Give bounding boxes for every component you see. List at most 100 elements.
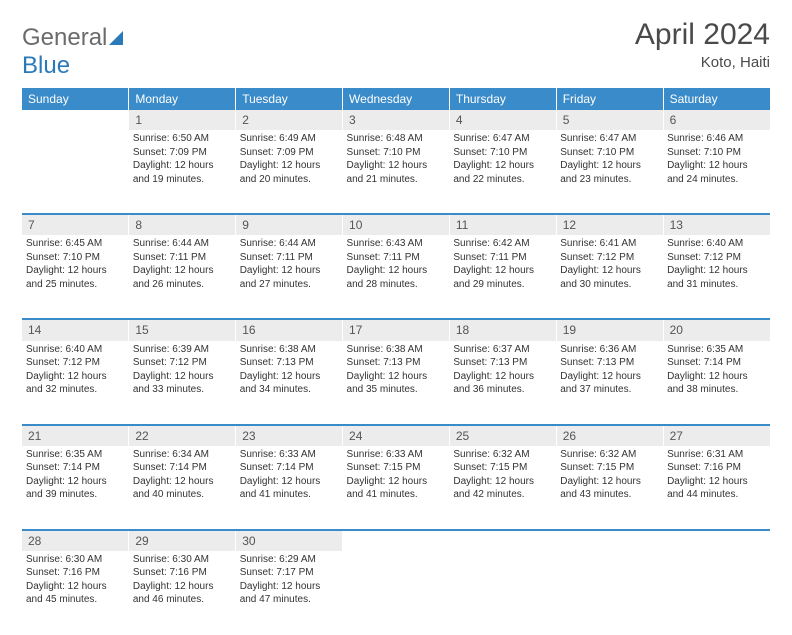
- day-day1: Daylight: 12 hours: [240, 475, 339, 489]
- day-sunrise: Sunrise: 6:33 AM: [347, 448, 446, 462]
- day-sunrise: Sunrise: 6:33 AM: [240, 448, 339, 462]
- day-day1: Daylight: 12 hours: [560, 370, 659, 384]
- weekday-header: Wednesday: [343, 88, 450, 110]
- weekday-header: Saturday: [663, 88, 770, 110]
- day-sunset: Sunset: 7:16 PM: [133, 566, 232, 580]
- day-sunset: Sunset: 7:16 PM: [667, 461, 766, 475]
- day-day1: Daylight: 12 hours: [133, 580, 232, 594]
- day-day2: and 41 minutes.: [240, 488, 339, 502]
- day-sunset: Sunset: 7:13 PM: [453, 356, 552, 370]
- day-cell: Sunrise: 6:31 AMSunset: 7:16 PMDaylight:…: [663, 446, 770, 530]
- title-block: April 2024 Koto, Haiti: [635, 18, 770, 71]
- day-number: [556, 530, 663, 551]
- daynum-row: 123456: [22, 110, 770, 130]
- day-number: 18: [449, 319, 556, 340]
- day-number: 30: [236, 530, 343, 551]
- day-sunset: Sunset: 7:14 PM: [26, 461, 125, 475]
- day-cell: Sunrise: 6:50 AMSunset: 7:09 PMDaylight:…: [129, 130, 236, 214]
- day-sunrise: Sunrise: 6:48 AM: [347, 132, 446, 146]
- day-number: [343, 530, 450, 551]
- day-day1: Daylight: 12 hours: [560, 264, 659, 278]
- weekday-header: Tuesday: [236, 88, 343, 110]
- header: GeneralBlue April 2024 Koto, Haiti: [22, 18, 770, 80]
- day-number: 9: [236, 214, 343, 235]
- day-day2: and 37 minutes.: [560, 383, 659, 397]
- day-day2: and 34 minutes.: [240, 383, 339, 397]
- day-day1: Daylight: 12 hours: [26, 264, 125, 278]
- logo: GeneralBlue: [22, 18, 127, 80]
- day-day1: Daylight: 12 hours: [667, 370, 766, 384]
- day-day2: and 44 minutes.: [667, 488, 766, 502]
- day-sunset: Sunset: 7:09 PM: [133, 146, 232, 160]
- day-day2: and 28 minutes.: [347, 278, 446, 292]
- daynum-row: 21222324252627: [22, 425, 770, 446]
- day-cell: Sunrise: 6:37 AMSunset: 7:13 PMDaylight:…: [449, 341, 556, 425]
- day-cell: Sunrise: 6:41 AMSunset: 7:12 PMDaylight:…: [556, 235, 663, 319]
- day-sunrise: Sunrise: 6:38 AM: [240, 343, 339, 357]
- day-cell: [449, 551, 556, 635]
- day-sunset: Sunset: 7:12 PM: [133, 356, 232, 370]
- day-cell: Sunrise: 6:47 AMSunset: 7:10 PMDaylight:…: [449, 130, 556, 214]
- day-sunset: Sunset: 7:15 PM: [347, 461, 446, 475]
- weekday-header-row: Sunday Monday Tuesday Wednesday Thursday…: [22, 88, 770, 110]
- day-sunrise: Sunrise: 6:37 AM: [453, 343, 552, 357]
- day-sunrise: Sunrise: 6:50 AM: [133, 132, 232, 146]
- day-cell: Sunrise: 6:30 AMSunset: 7:16 PMDaylight:…: [22, 551, 129, 635]
- page-title: April 2024: [635, 18, 770, 52]
- day-sunrise: Sunrise: 6:40 AM: [26, 343, 125, 357]
- week-row: Sunrise: 6:30 AMSunset: 7:16 PMDaylight:…: [22, 551, 770, 635]
- weekday-header: Friday: [556, 88, 663, 110]
- day-day2: and 36 minutes.: [453, 383, 552, 397]
- location-label: Koto, Haiti: [635, 54, 770, 71]
- day-day2: and 41 minutes.: [347, 488, 446, 502]
- day-number: 11: [449, 214, 556, 235]
- day-cell: Sunrise: 6:45 AMSunset: 7:10 PMDaylight:…: [22, 235, 129, 319]
- week-row: Sunrise: 6:45 AMSunset: 7:10 PMDaylight:…: [22, 235, 770, 319]
- week-row: Sunrise: 6:50 AMSunset: 7:09 PM Daylight:…: [22, 130, 770, 214]
- day-day2: and 47 minutes.: [240, 593, 339, 607]
- day-number: 4: [449, 110, 556, 130]
- day-sunrise: Sunrise: 6:47 AM: [560, 132, 659, 146]
- day-sunset: Sunset: 7:14 PM: [240, 461, 339, 475]
- day-cell: Sunrise: 6:46 AMSunset: 7:10 PMDaylight:…: [663, 130, 770, 214]
- day-day2: and 22 minutes.: [453, 173, 552, 187]
- day-sunrise: Sunrise: 6:34 AM: [133, 448, 232, 462]
- day-cell: Sunrise: 6:39 AMSunset: 7:12 PMDaylight:…: [129, 341, 236, 425]
- day-day2: and 30 minutes.: [560, 278, 659, 292]
- day-sunset: Sunset: 7:11 PM: [347, 251, 446, 265]
- day-sunset: Sunset: 7:14 PM: [133, 461, 232, 475]
- daynum-row: 282930: [22, 530, 770, 551]
- day-number: 12: [556, 214, 663, 235]
- day-day1: Daylight: 12 hours: [453, 370, 552, 384]
- day-sunrise: Sunrise: 6:49 AM: [240, 132, 339, 146]
- day-day1: Daylight: 12 hours: [453, 159, 552, 173]
- day-day2: and 33 minutes.: [133, 383, 232, 397]
- day-sunrise: Sunrise: 6:29 AM: [240, 553, 339, 567]
- day-number: 27: [663, 425, 770, 446]
- day-sunset: Sunset: 7:17 PM: [240, 566, 339, 580]
- day-sunrise: Sunrise: 6:30 AM: [26, 553, 125, 567]
- day-sunrise: Sunrise: 6:32 AM: [560, 448, 659, 462]
- day-cell: Sunrise: 6:48 AMSunset: 7:10 PMDaylight:…: [343, 130, 450, 214]
- day-number: 8: [129, 214, 236, 235]
- day-sunset: Sunset: 7:10 PM: [453, 146, 552, 160]
- day-day1: Daylight: 12 hours: [453, 264, 552, 278]
- day-day1: Daylight: 12 hours: [240, 370, 339, 384]
- day-cell: [22, 130, 129, 214]
- day-number: 1: [129, 110, 236, 130]
- day-number: 13: [663, 214, 770, 235]
- day-day1: Daylight: 12 hours: [133, 264, 232, 278]
- day-sunset: Sunset: 7:12 PM: [26, 356, 125, 370]
- day-sunrise: Sunrise: 6:38 AM: [347, 343, 446, 357]
- day-day2: and 42 minutes.: [453, 488, 552, 502]
- day-number: 19: [556, 319, 663, 340]
- day-day1: Daylight: 12 hours: [347, 370, 446, 384]
- day-number: 10: [343, 214, 450, 235]
- day-sunset: Sunset: 7:15 PM: [560, 461, 659, 475]
- day-cell: Sunrise: 6:40 AMSunset: 7:12 PMDaylight:…: [22, 341, 129, 425]
- day-day1: Daylight: 12 hours: [240, 580, 339, 594]
- day-cell: Sunrise: 6:33 AMSunset: 7:14 PMDaylight:…: [236, 446, 343, 530]
- day-sunrise: Sunrise: 6:30 AM: [133, 553, 232, 567]
- day-cell: Sunrise: 6:38 AMSunset: 7:13 PMDaylight:…: [343, 341, 450, 425]
- day-sunrise: Sunrise: 6:45 AM: [26, 237, 125, 251]
